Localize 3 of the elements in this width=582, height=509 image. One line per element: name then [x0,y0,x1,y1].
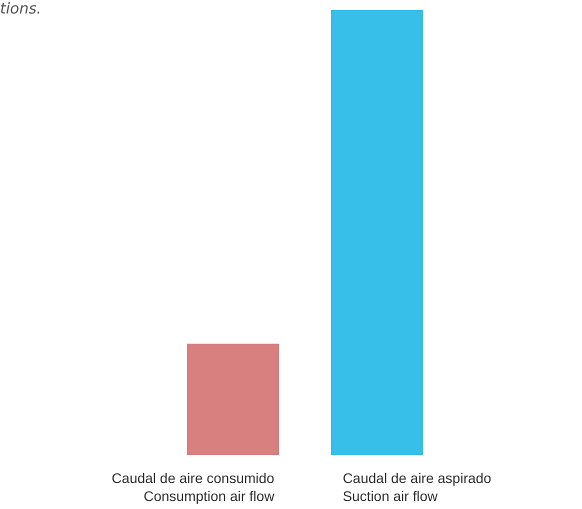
text: tions. [0,0,42,18]
x-tick-label: Caudal de aire aspirado Suction air flow [342,470,492,504]
x-tick-label: Caudal de aire consumido Consumption air flow [112,470,276,504]
